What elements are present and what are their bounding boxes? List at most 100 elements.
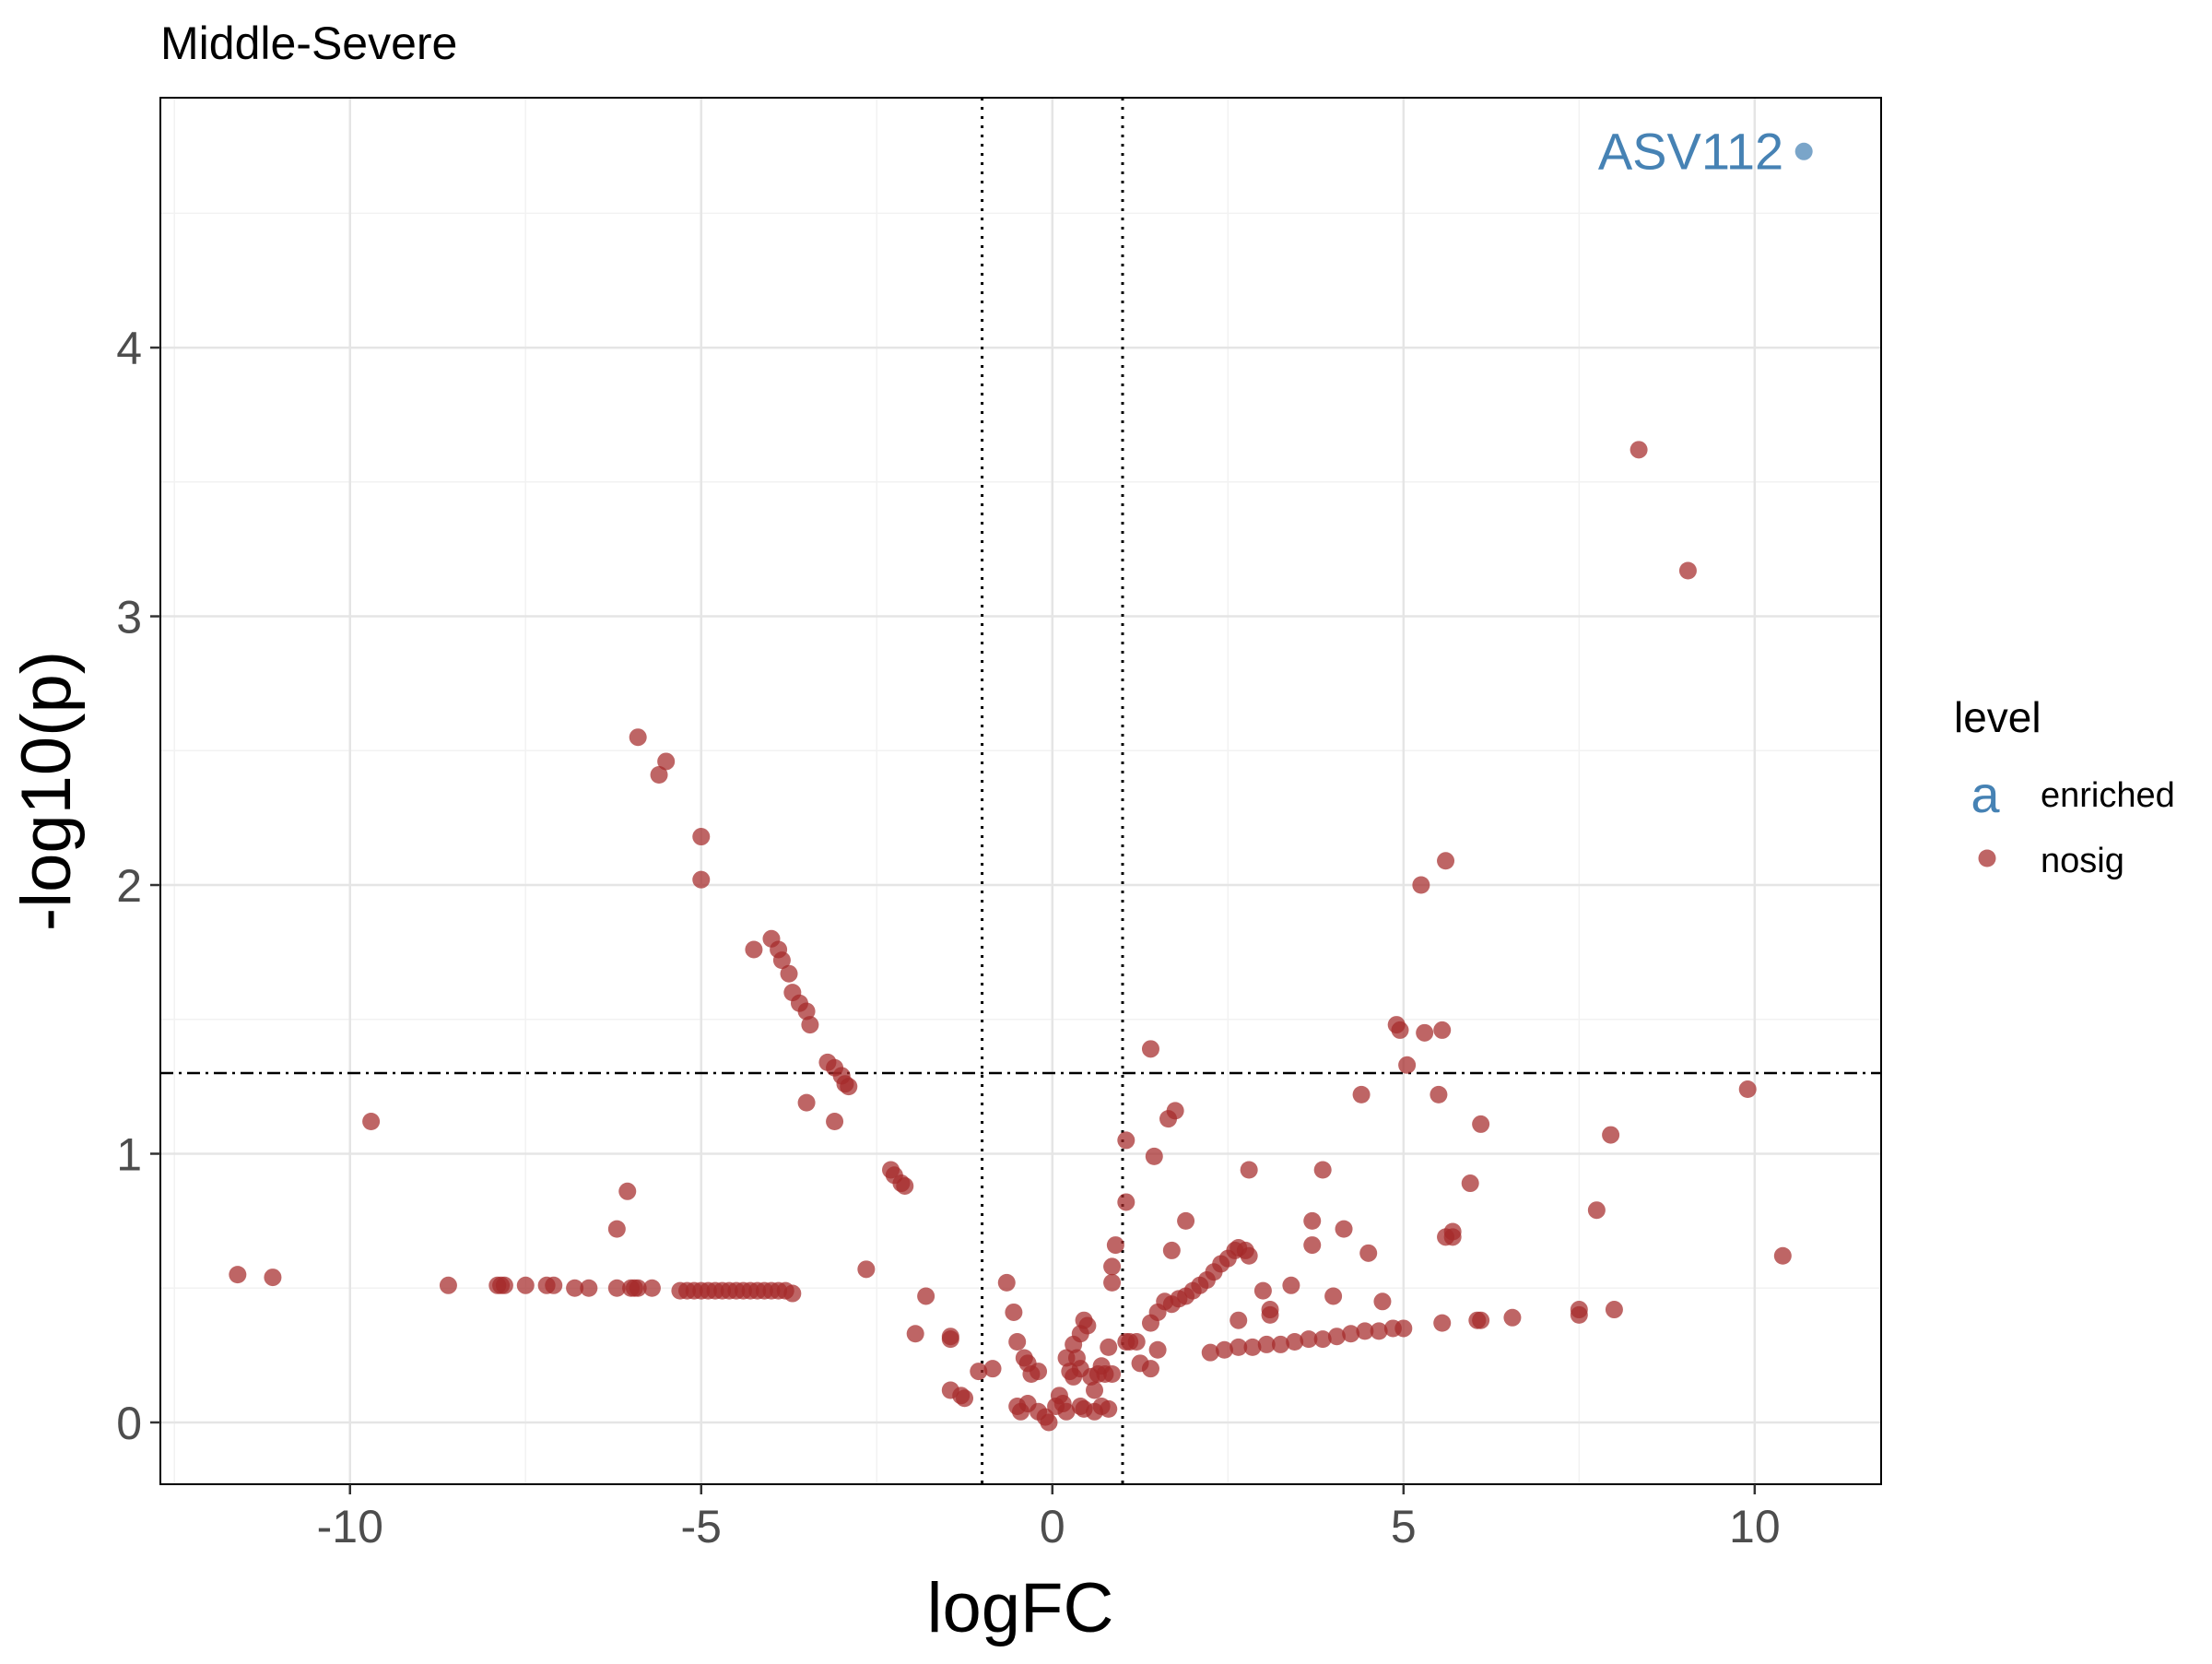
data-point-nosig: [1773, 1246, 1792, 1265]
data-point-nosig: [1103, 1273, 1122, 1292]
data-point-nosig: [1313, 1330, 1332, 1349]
data-point-nosig: [618, 1182, 637, 1200]
data-point-nosig: [1605, 1301, 1623, 1319]
data-point-nosig: [1257, 1335, 1276, 1353]
data-point-nosig: [1352, 1085, 1371, 1103]
data-point-nosig: [650, 766, 668, 785]
legend-label-nosig: nosig: [2041, 842, 2124, 880]
data-point-nosig: [1303, 1211, 1322, 1230]
data-point-nosig: [1412, 876, 1430, 894]
data-point-nosig: [1100, 1338, 1118, 1356]
point-annotation-asv112: ASV112: [1598, 122, 1783, 180]
x-tick-label: -5: [681, 1501, 722, 1552]
data-point-nosig: [797, 1093, 816, 1112]
data-point-nosig: [1166, 1102, 1184, 1120]
data-point-nosig: [1230, 1338, 1248, 1356]
x-tick-label: 10: [1729, 1501, 1781, 1552]
data-point-nosig: [1005, 1303, 1023, 1321]
data-point-nosig: [983, 1360, 1002, 1378]
data-point-nosig: [1127, 1333, 1146, 1351]
data-point-nosig: [1570, 1305, 1588, 1324]
y-tick-label: 4: [116, 323, 142, 374]
data-point-nosig: [1243, 1338, 1262, 1356]
data-point-nosig: [1240, 1246, 1258, 1265]
data-point-nosig: [692, 828, 711, 846]
data-point-nosig: [896, 1176, 914, 1195]
x-axis-label: logFC: [927, 1569, 1114, 1647]
data-point-nosig: [1303, 1236, 1322, 1255]
data-point-nosig: [1324, 1287, 1343, 1305]
points-layer: [229, 142, 1813, 1432]
x-axis: -10 -5 0 5 10: [317, 1484, 1781, 1552]
data-point-nosig: [1373, 1292, 1392, 1311]
data-point-nosig: [1141, 1040, 1159, 1058]
data-point-nosig: [1100, 1399, 1118, 1418]
data-point-nosig: [1162, 1241, 1181, 1259]
plot-panel-border: [159, 97, 1882, 1485]
data-point-nosig: [1030, 1363, 1048, 1381]
data-point-nosig: [970, 1363, 988, 1381]
data-point-nosig: [797, 1002, 816, 1021]
data-point-nosig: [1086, 1381, 1104, 1399]
data-point-nosig: [1300, 1330, 1318, 1349]
data-point-nosig: [1433, 1314, 1452, 1332]
legend-key-enriched: a: [1971, 765, 2000, 823]
data-point-nosig: [439, 1276, 457, 1294]
data-point-nosig: [1430, 1085, 1448, 1103]
data-point-nosig: [1057, 1349, 1076, 1367]
legend-title: level: [1954, 693, 2041, 741]
data-point-nosig: [580, 1279, 598, 1297]
legend: level a enriched nosig: [1954, 693, 2175, 880]
y-axis-label: -log10(p): [7, 651, 86, 931]
data-point-nosig: [1394, 1319, 1413, 1338]
y-tick-label: 1: [116, 1128, 142, 1180]
data-point-nosig: [826, 1113, 844, 1131]
y-tick-label: 0: [116, 1398, 142, 1449]
data-point-nosig: [692, 870, 711, 889]
data-point-nosig: [1103, 1364, 1122, 1383]
x-tick-label: 0: [1040, 1501, 1065, 1552]
data-point-nosig: [1738, 1080, 1757, 1099]
data-point-nosig: [1261, 1305, 1279, 1324]
x-tick-label: -10: [317, 1501, 383, 1552]
data-point-nosig: [1416, 1023, 1434, 1042]
data-point-nosig: [1359, 1244, 1378, 1262]
y-axis: 0 1 2 3 4: [116, 323, 160, 1449]
data-point-nosig: [629, 1279, 647, 1297]
data-point-nosig: [801, 1016, 819, 1034]
data-point-nosig: [1503, 1308, 1522, 1327]
data-point-nosig: [1461, 1174, 1479, 1193]
x-tick-label: 5: [1391, 1501, 1417, 1552]
chart-title: Middle-Severe: [160, 18, 457, 69]
data-point-nosig: [1148, 1340, 1167, 1359]
data-point-nosig: [1106, 1236, 1124, 1255]
data-point-nosig: [1145, 1147, 1163, 1165]
data-point-nosig: [1117, 1131, 1135, 1150]
data-point-nosig: [1240, 1161, 1258, 1179]
data-point-nosig: [1433, 1021, 1452, 1039]
legend-key-nosig: [1978, 849, 1996, 867]
data-point-nosig: [857, 1260, 876, 1279]
data-point-nosig: [495, 1276, 513, 1294]
data-point-nosig: [1335, 1220, 1353, 1238]
data-point-nosig: [1177, 1211, 1195, 1230]
data-point-nosig: [1103, 1257, 1122, 1276]
data-point-nosig: [1472, 1115, 1490, 1133]
data-point-nosig: [1342, 1325, 1360, 1343]
data-point-nosig: [545, 1276, 563, 1294]
data-point-nosig: [1630, 441, 1648, 459]
data-point-nosig: [1327, 1328, 1346, 1346]
data-point-enriched: [1794, 142, 1813, 160]
reference-lines: [160, 98, 1881, 1484]
data-point-nosig: [1008, 1333, 1027, 1351]
data-point-nosig: [917, 1287, 935, 1305]
data-point-nosig: [1282, 1276, 1300, 1294]
data-point-nosig: [229, 1266, 247, 1284]
data-point-nosig: [629, 728, 647, 747]
data-point-nosig: [566, 1279, 584, 1297]
data-point-nosig: [1602, 1126, 1620, 1144]
data-point-nosig: [1253, 1281, 1272, 1300]
data-point-nosig: [1437, 852, 1455, 870]
